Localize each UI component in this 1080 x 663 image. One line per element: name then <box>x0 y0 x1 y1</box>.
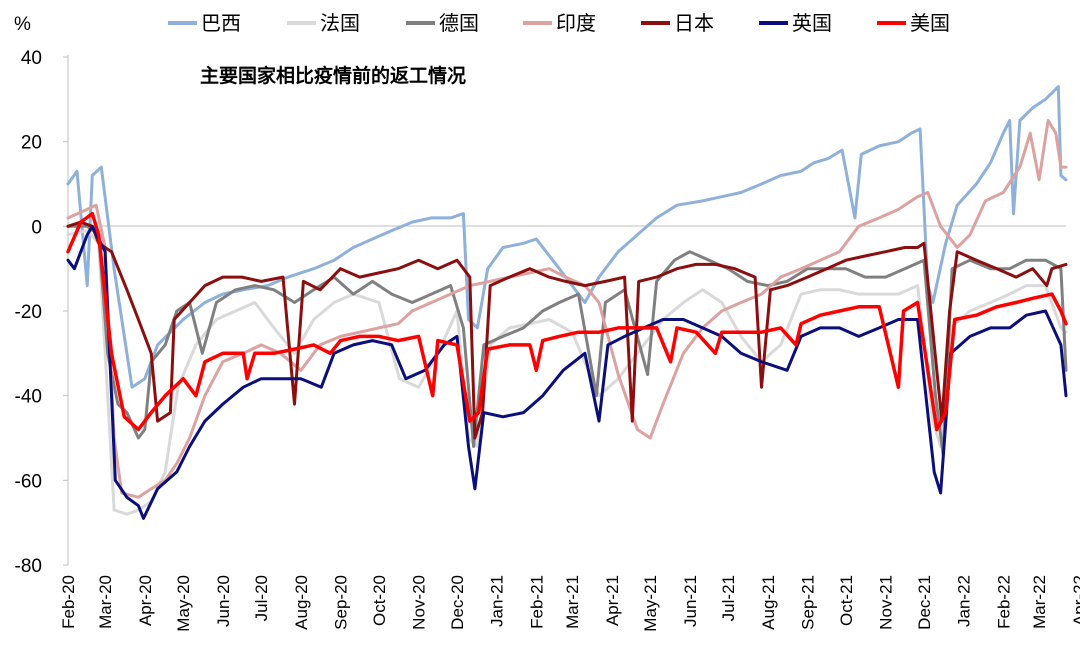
x-tick-label: Dec-21 <box>915 575 934 630</box>
y-unit-label: % <box>14 14 31 35</box>
x-tick-label: May-20 <box>174 575 193 632</box>
legend-label: 巴西 <box>201 13 241 35</box>
series-line-4 <box>66 220 1068 440</box>
legend-label: 德国 <box>439 12 479 35</box>
y-axis: 40 20 0 -20 -40 -60 -80 <box>15 48 69 577</box>
legend-label: 日本 <box>674 12 714 35</box>
x-tick-label: Sep-21 <box>799 575 818 630</box>
x-tick-label: Jul-21 <box>719 575 738 621</box>
x-tick-label: Mar-21 <box>563 575 582 629</box>
legend: 巴西 法国 德国 印度 日本 英国 美国 <box>168 12 950 35</box>
y-tick-label: 40 <box>21 48 42 69</box>
x-tick-label: Sep-20 <box>332 575 351 630</box>
legend-label: 印度 <box>556 12 596 35</box>
series-line-0 <box>66 85 1068 389</box>
series-line-3 <box>66 119 1068 499</box>
y-tick-label: 0 <box>31 217 42 238</box>
x-tick-label: Apr-22 <box>1070 575 1080 626</box>
x-tick-label: Apr-20 <box>136 575 155 626</box>
y-tick-label: -80 <box>15 556 42 577</box>
x-tick-label: Jun-20 <box>214 575 233 627</box>
series-layer <box>66 85 1068 520</box>
y-tick-label: -40 <box>15 387 42 408</box>
x-tick-label: Mar-22 <box>1030 575 1049 629</box>
series-line-5 <box>66 224 1068 520</box>
x-tick-label: May-21 <box>641 575 660 632</box>
y-tick-label: 20 <box>21 133 42 154</box>
x-axis: Feb-20 Mar-20 Apr-20 May-20 Jun-20 Jul-20 Aug-… <box>59 225 1080 632</box>
x-tick-label: Jan-21 <box>488 575 507 627</box>
x-tick-label: Oct-21 <box>837 575 856 626</box>
x-tick-label: Jun-21 <box>681 575 700 627</box>
x-tick-label: Apr-21 <box>603 575 622 626</box>
x-tick-label: Nov-20 <box>410 575 429 630</box>
x-tick-label: Aug-20 <box>292 575 311 630</box>
x-tick-label: Mar-20 <box>96 575 115 629</box>
x-tick-label: Jan-22 <box>955 575 974 627</box>
x-tick-label: Dec-20 <box>448 575 467 630</box>
chart-title: 主要国家相比疫情前的返工情况 <box>200 64 466 87</box>
legend-label: 法国 <box>320 12 360 35</box>
x-tick-label: Nov-21 <box>877 575 896 630</box>
y-tick-label: -20 <box>15 302 42 323</box>
y-tick-label: -60 <box>15 471 42 492</box>
x-tick-label: Aug-21 <box>759 575 778 630</box>
series-line-2 <box>66 224 1068 457</box>
x-tick-label: Jul-20 <box>252 575 271 621</box>
x-tick-label: Oct-20 <box>370 575 389 626</box>
legend-label: 英国 <box>792 12 832 35</box>
x-tick-label: Feb-21 <box>527 575 546 629</box>
x-tick-label: Feb-20 <box>59 575 78 629</box>
legend-label: 美国 <box>910 12 950 35</box>
series-line-6 <box>66 211 1068 432</box>
x-tick-label: Feb-22 <box>994 575 1013 629</box>
